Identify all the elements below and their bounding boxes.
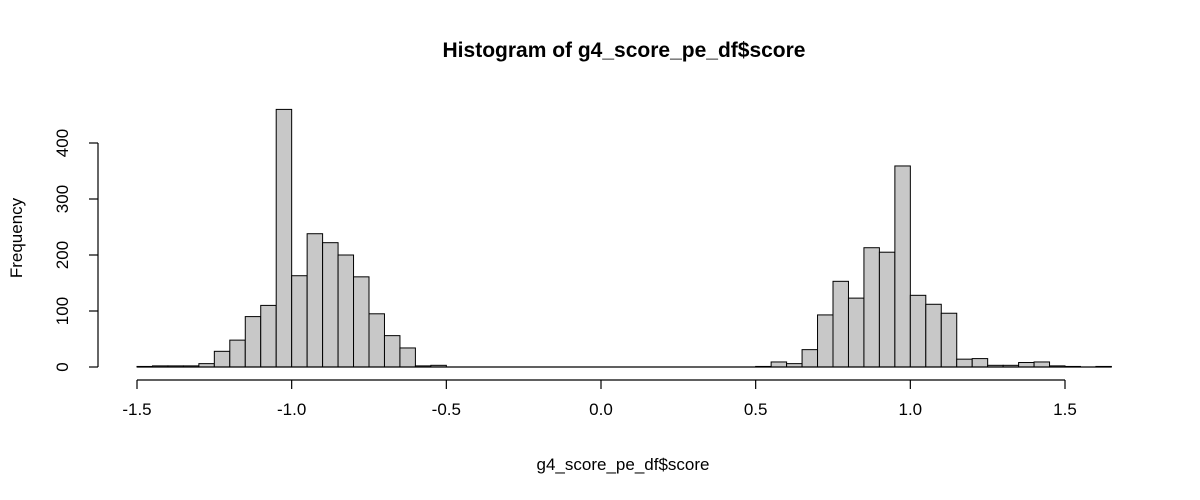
histogram-bar-7 [244,316,262,368]
x-tick-label: 1.5 [1053,400,1077,419]
histogram-bar-43 [801,349,819,368]
histogram-bar-41 [770,361,788,368]
y-axis-label: Frequency [7,197,26,278]
histogram-bar-46 [847,297,865,368]
histogram-bar-58 [1033,361,1051,368]
histogram-bar-50 [909,294,927,368]
histogram-bar-5 [213,350,231,368]
y-tick-label: 0 [53,362,72,371]
histogram-bar-49 [894,165,911,368]
histogram-bar-47 [863,247,880,368]
y-axis: 0 100 200 300 400 [53,129,99,372]
chart-title: Histogram of g4_score_pe_df$score [443,39,806,62]
histogram-bar-13 [337,254,355,368]
y-tick-label: 300 [53,185,72,213]
x-tick-label: 0.0 [589,400,613,419]
x-axis: -1.5 -1.0 -0.5 0.0 0.5 1.0 1.5 [122,379,1077,419]
histogram-bar-16 [383,335,401,368]
histogram-bar-14 [353,276,370,368]
histogram-bar-48 [878,251,896,368]
x-tick-label: 0.5 [744,400,768,419]
histogram-bar-10 [291,275,308,368]
histogram-bars [136,108,1112,368]
x-tick-label: 1.0 [899,400,923,419]
x-axis-label: g4_score_pe_df$score [537,455,710,474]
histogram-bar-51 [925,303,942,368]
histogram-bar-57 [1018,362,1035,368]
x-tick-label: -1.5 [122,400,151,419]
histogram-bar-12 [322,242,339,368]
histogram-bar-17 [399,347,416,368]
y-tick-label: 400 [53,129,72,157]
x-tick-label: -1.0 [277,400,306,419]
histogram-bar-11 [306,233,324,368]
y-tick-label: 200 [53,241,72,269]
histogram-bar-6 [229,339,246,368]
x-tick-label: -0.5 [432,400,461,419]
y-tick-label: 100 [53,297,72,325]
histogram-bar-45 [832,280,849,368]
histogram-bar-15 [368,313,385,368]
histogram-bar-44 [817,314,834,368]
histogram-bar-8 [260,304,277,368]
histogram-bar-53 [956,358,973,368]
histogram-bar-9 [275,108,293,368]
histogram-bar-54 [971,358,989,368]
histogram-bar-52 [940,312,958,368]
